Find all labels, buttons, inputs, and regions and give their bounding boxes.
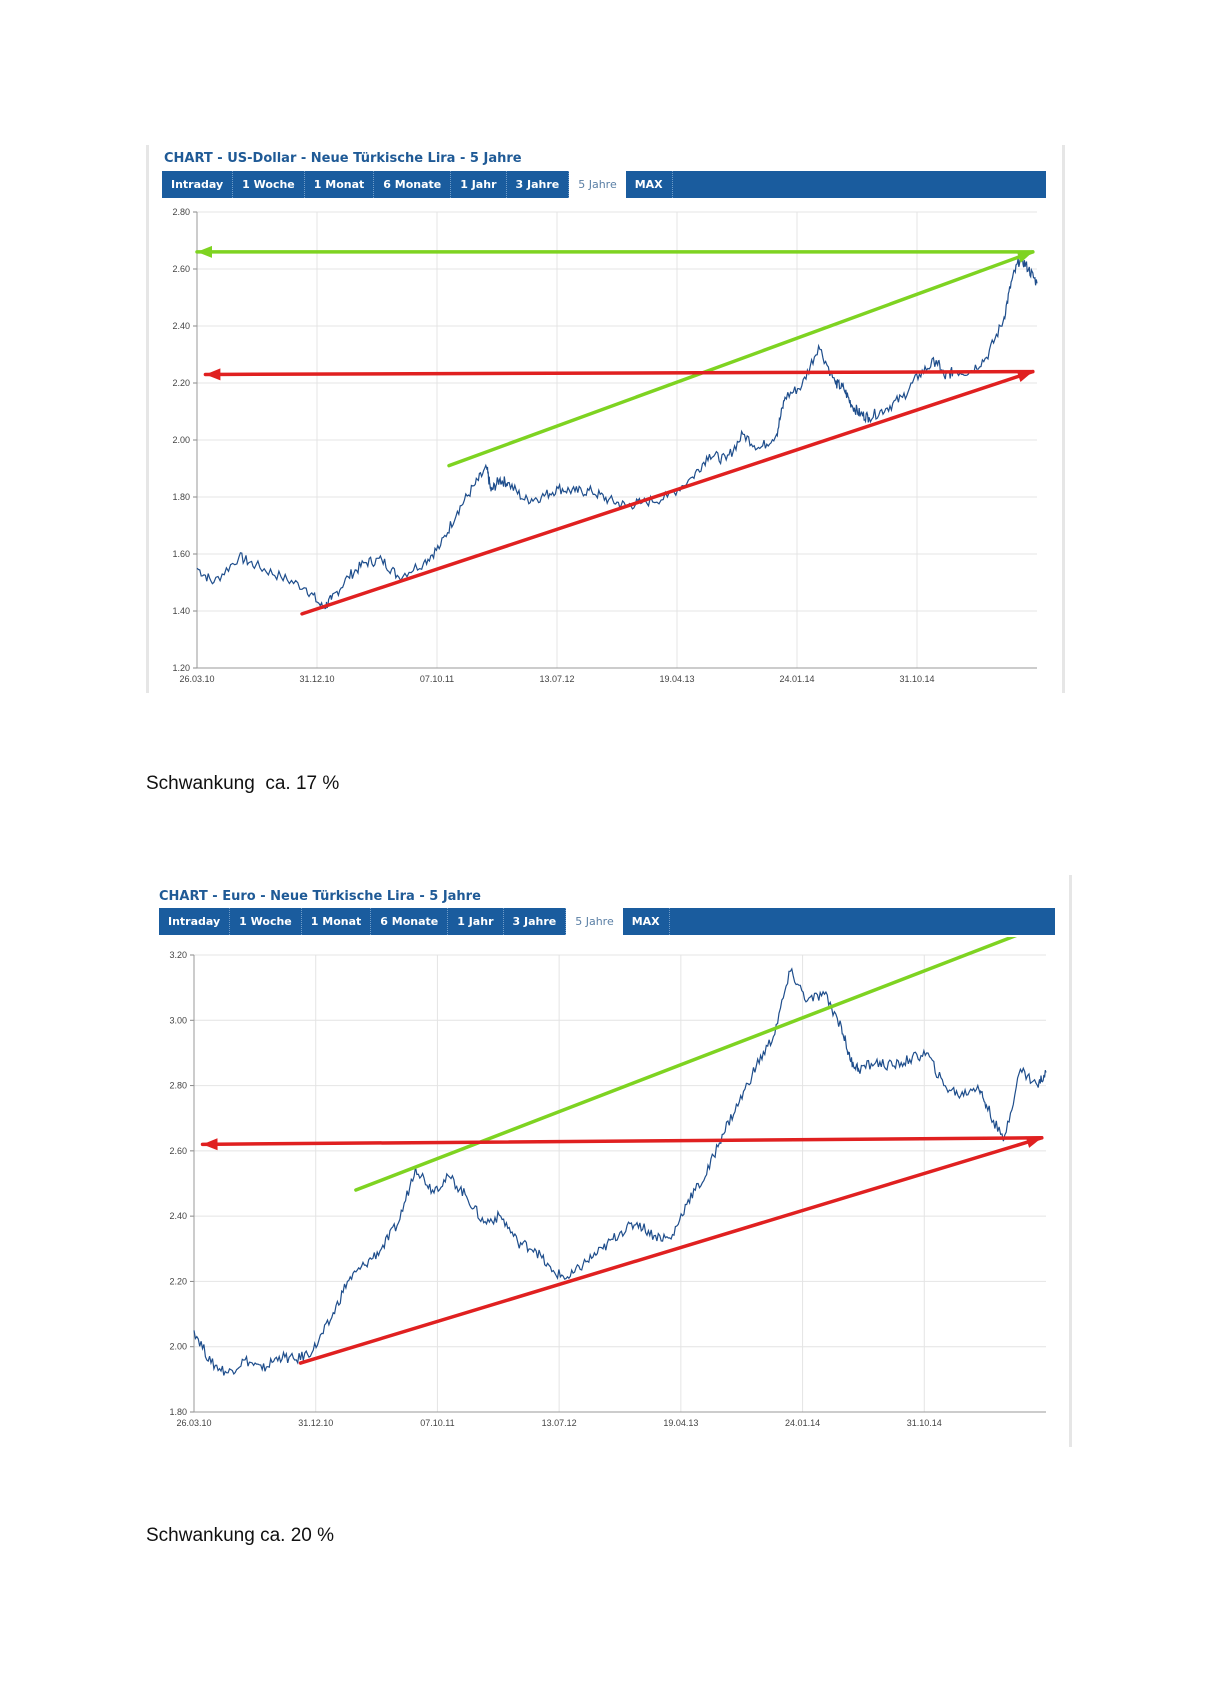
x-tick-label: 24.01.14: [779, 674, 814, 684]
trend-arrow-shaft: [298, 1136, 1044, 1365]
chart-title: CHART - Euro - Neue Türkische Lira - 5 J…: [159, 889, 481, 904]
x-tick-label: 07.10.11: [420, 1418, 454, 1428]
tab-3-jahre[interactable]: 3 Jahre: [507, 171, 570, 198]
x-tick-label: 31.12.10: [299, 674, 334, 684]
y-tick-label: 3.00: [169, 1015, 187, 1025]
period-tab-bar: Intraday 1 Woche 1 Monat 6 Monate 1 Jahr 3 Ja…: [159, 908, 1055, 935]
y-tick-label: 2.80: [169, 1081, 187, 1091]
x-tick-label: 26.03.10: [179, 674, 214, 684]
tab-1-jahr[interactable]: 1 Jahr: [448, 908, 504, 935]
y-tick-label: 2.40: [172, 321, 190, 331]
x-tick-label: 24.01.14: [785, 1418, 820, 1428]
tab-intraday[interactable]: Intraday: [159, 908, 231, 935]
y-tick-label: 1.80: [169, 1407, 187, 1417]
tab-5-jahre[interactable]: 5 Jahre: [566, 908, 623, 935]
panel-right-edge: [1069, 875, 1072, 1447]
tab-1-monat[interactable]: 1 Monat: [305, 171, 375, 198]
y-tick-label: 2.40: [169, 1211, 187, 1221]
x-tick-label: 13.07.12: [539, 674, 574, 684]
tab-6-monate[interactable]: 6 Monate: [374, 171, 452, 198]
trend-arrow: [200, 1136, 1044, 1151]
y-tick-label: 1.60: [172, 549, 190, 559]
plot-background: [162, 200, 1046, 700]
y-tick-label: 2.60: [169, 1146, 187, 1156]
eur-try-line-chart: 1.80 2.00 2.20 2.40 2.60 2.80 3.00 3.20 26.03.10…: [159, 937, 1055, 1447]
tab-max[interactable]: MAX: [623, 908, 670, 935]
plot-background: [159, 937, 1055, 1447]
panel-right-edge: [1062, 145, 1065, 693]
y-tick-label: 2.60: [172, 264, 190, 274]
trend-arrow-head: [202, 1138, 218, 1151]
trend-arrow-head: [1016, 251, 1033, 263]
x-tick-label: 31.12.10: [298, 1418, 333, 1428]
fluctuation-note: Schwankung ca. 17 %: [146, 773, 340, 794]
trend-arrow: [447, 250, 1035, 468]
trend-arrow: [300, 369, 1035, 616]
trend-arrow-shaft: [447, 250, 1035, 468]
y-tick-label: 2.20: [169, 1276, 187, 1286]
trend-arrow-head: [205, 368, 221, 381]
tab-1-monat[interactable]: 1 Monat: [302, 908, 372, 935]
x-tick-label: 19.04.13: [659, 674, 694, 684]
x-tick-label: 31.10.14: [899, 674, 934, 684]
x-tick-label: 26.03.10: [176, 1418, 211, 1428]
series-line: [193, 967, 1047, 1376]
tab-1-jahr[interactable]: 1 Jahr: [451, 171, 507, 198]
tab-intraday[interactable]: Intraday: [162, 171, 234, 198]
trend-arrow-shaft: [354, 937, 1018, 1192]
series-line: [196, 252, 1038, 610]
tab-1-woche[interactable]: 1 Woche: [230, 908, 302, 935]
tab-5-jahre[interactable]: 5 Jahre: [569, 171, 626, 198]
trend-arrow-head: [1016, 370, 1033, 383]
trend-arrow: [354, 937, 1018, 1192]
fluctuation-note: Schwankung ca. 20 %: [146, 1525, 335, 1546]
usd-try-line-chart: 1.20 1.40 1.60 1.80 2.00 2.20 2.40 2.60 2.80 26.0…: [162, 200, 1046, 700]
x-tick-label: 07.10.11: [420, 674, 454, 684]
x-tick-label: 13.07.12: [542, 1418, 577, 1428]
tab-max[interactable]: MAX: [626, 171, 673, 198]
tab-1-woche[interactable]: 1 Woche: [233, 171, 305, 198]
period-tab-bar: Intraday 1 Woche 1 Monat 6 Monate 1 Jahr 3 Ja…: [162, 171, 1046, 198]
tab-6-monate[interactable]: 6 Monate: [371, 908, 449, 935]
trend-arrow: [195, 245, 1035, 258]
trend-arrow-shaft: [300, 369, 1035, 616]
tab-3-jahre[interactable]: 3 Jahre: [504, 908, 567, 935]
y-tick-label: 2.20: [172, 378, 190, 388]
y-tick-label: 1.20: [172, 663, 190, 673]
y-tick-label: 3.20: [169, 950, 187, 960]
trend-arrow-head: [197, 245, 212, 258]
y-tick-label: 2.00: [172, 435, 190, 445]
x-tick-label: 31.10.14: [907, 1418, 942, 1428]
trend-arrow: [203, 368, 1035, 381]
y-tick-label: 1.80: [172, 492, 190, 502]
y-tick-label: 2.00: [169, 1342, 187, 1352]
trend-arrow-shaft: [200, 1136, 1044, 1147]
y-tick-label: 1.40: [172, 606, 190, 616]
chart-title: CHART - US-Dollar - Neue Türkische Lira …: [164, 151, 522, 166]
panel-left-edge: [146, 145, 149, 693]
y-tick-label: 2.80: [172, 207, 190, 217]
x-tick-label: 19.04.13: [663, 1418, 698, 1428]
trend-arrow-shaft: [203, 369, 1035, 377]
